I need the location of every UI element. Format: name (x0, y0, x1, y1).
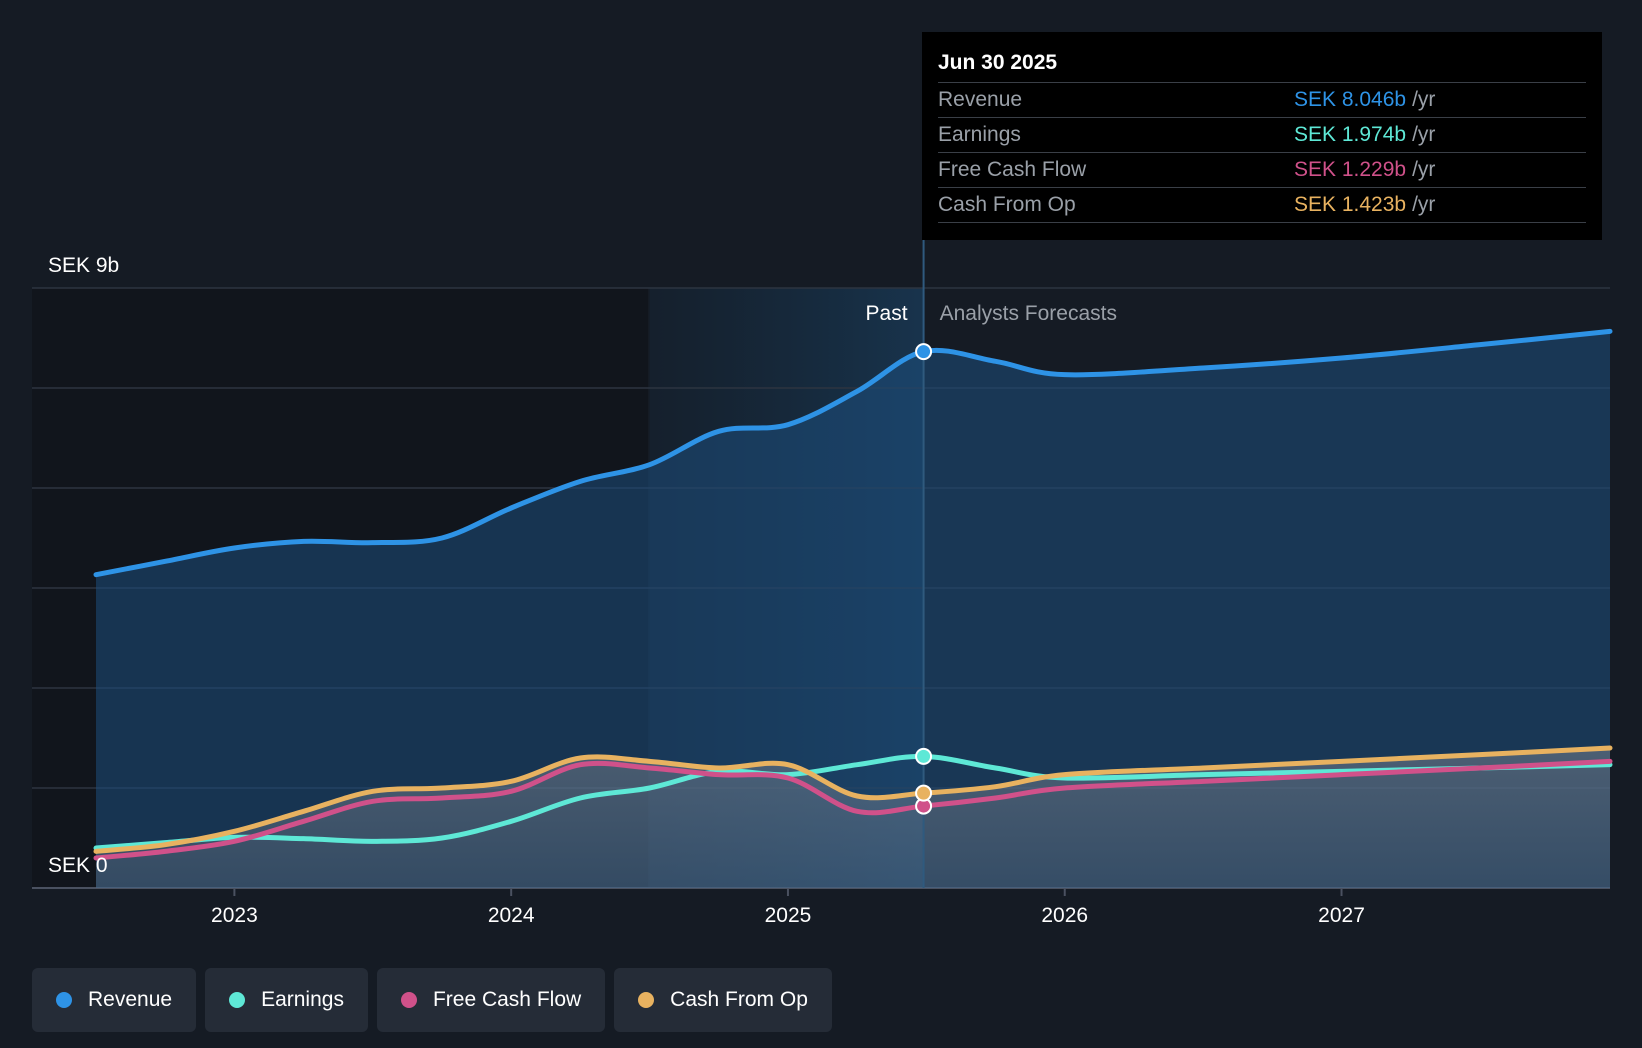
legend-item-free-cash-flow[interactable]: Free Cash Flow (376, 968, 606, 1032)
x-tick-label: 2024 (488, 904, 535, 927)
revenue-dot-icon (56, 992, 72, 1008)
tooltip: Jun 30 2025 Revenue SEK 8.046b /yr Earni… (922, 32, 1602, 240)
tooltip-value: SEK 8.046b (1294, 88, 1407, 111)
legend-item-earnings[interactable]: Earnings (205, 968, 368, 1032)
legend-item-revenue[interactable]: Revenue (32, 968, 197, 1032)
series-line-cash-from-op (93, 745, 1613, 854)
revenue-area (96, 331, 1610, 888)
x-tick-label: 2023 (211, 904, 258, 927)
tooltip-value: SEK 1.229b (1294, 158, 1407, 181)
earnings-dot-icon (229, 992, 246, 1008)
x-tick-label: 2027 (1318, 904, 1365, 927)
series-line-free-cash-flow (93, 758, 1613, 861)
chart: SEK 9b SEK 0 Past Analysts Forecasts 202… (32, 240, 1613, 927)
y-axis-top-label: SEK 9b (48, 254, 119, 277)
series-marker-earnings (915, 747, 933, 765)
legend-label: Earnings (261, 988, 344, 1011)
cash-area (96, 748, 1610, 888)
legend-label: Cash From Op (670, 988, 808, 1011)
tooltip-label: Earnings (938, 123, 1021, 146)
tooltip-label: Cash From Op (938, 193, 1076, 216)
legend: Revenue Earnings Free Cash Flow Cash Fro… (32, 968, 832, 1032)
y-axis-bottom-label: SEK 0 (48, 854, 108, 877)
legend-label: Revenue (88, 988, 173, 1011)
tooltip-row-earnings: Earnings SEK 1.974b /yr (938, 117, 1586, 152)
x-tick-label: 2025 (765, 904, 812, 927)
legend-label: Free Cash Flow (432, 988, 582, 1011)
tooltip-unit: /yr (1412, 123, 1436, 146)
cash-from-op-dot-icon (638, 992, 655, 1008)
tooltip-unit: /yr (1412, 88, 1436, 111)
tooltip-label: Free Cash Flow (938, 158, 1087, 181)
series-marker-revenue (915, 343, 933, 361)
legend-item-cash-from-op[interactable]: Cash From Op (614, 968, 832, 1032)
x-tick-label: 2026 (1041, 904, 1088, 927)
past-label: Past (866, 302, 908, 325)
tooltip-value: SEK 1.423b (1294, 193, 1407, 216)
tooltip-date: Jun 30 2025 (938, 51, 1058, 74)
free-cash-flow-dot-icon (400, 992, 417, 1008)
tooltip-unit: /yr (1412, 193, 1436, 216)
series-marker-cash-from-op (915, 784, 933, 802)
tooltip-value: SEK 1.974b (1294, 123, 1407, 146)
tooltip-unit: /yr (1412, 158, 1436, 181)
tooltip-row-cash-from-op: Cash From Op SEK 1.423b /yr (938, 187, 1586, 223)
tooltip-label: Revenue (938, 88, 1023, 111)
tooltip-row-free-cash-flow: Free Cash Flow SEK 1.229b /yr (938, 152, 1586, 187)
forecast-label: Analysts Forecasts (940, 302, 1117, 325)
tooltip-row-revenue: Revenue SEK 8.046b /yr (938, 82, 1586, 117)
series-line-revenue (93, 328, 1613, 578)
